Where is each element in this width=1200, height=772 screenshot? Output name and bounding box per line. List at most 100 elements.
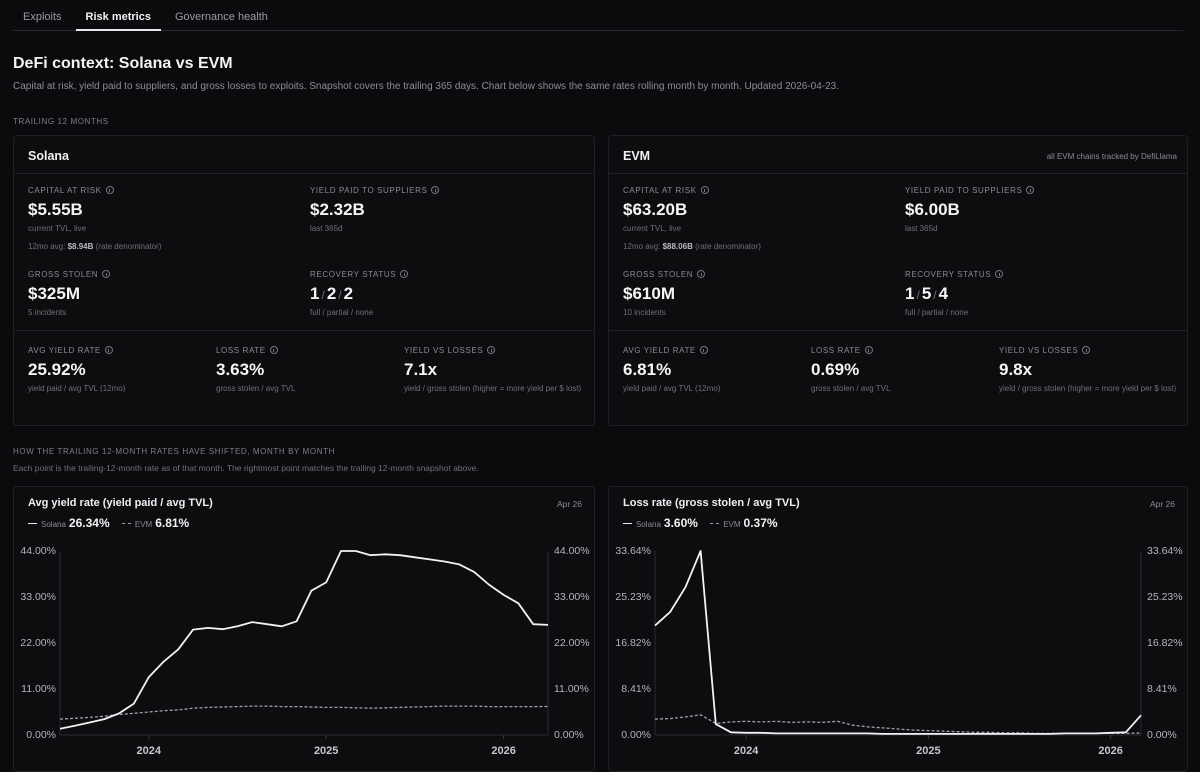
x-tick-label: 2025 <box>314 745 338 757</box>
metric-label: YIELD VS LOSSES <box>404 346 584 355</box>
chart-legend: Solana 3.60% EVM 0.37% <box>623 516 788 530</box>
metric-sub: full / partial / none <box>905 308 969 317</box>
panel-header: EVM all EVM chains tracked by DefiLlama <box>609 136 1187 174</box>
legend-evm[interactable]: EVM 6.81% <box>121 516 189 530</box>
loss-rate-chart: Loss rate (gross stolen / avg TVL) Apr 2… <box>608 486 1188 772</box>
metric-value: 3.63% <box>216 360 265 379</box>
info-icon[interactable] <box>864 346 873 354</box>
info-icon[interactable] <box>400 270 409 278</box>
y-tick-label-left: 33.64% <box>615 545 651 557</box>
y-tick-label-right: 16.82% <box>1147 637 1183 649</box>
y-tick-label-right: 33.00% <box>554 591 590 603</box>
metric-label: AVG YIELD RATE <box>623 346 793 355</box>
legend-evm[interactable]: EVM 0.37% <box>710 516 778 530</box>
metric-sub: yield / gross stolen (higher = more yiel… <box>999 384 1177 393</box>
chart-date: Apr 26 <box>1149 499 1175 509</box>
metric-value: 6.81% <box>623 360 672 379</box>
y-tick-label-right: 8.41% <box>1147 683 1177 695</box>
y-tick-label-left: 11.00% <box>21 683 56 695</box>
metric-label: YIELD PAID TO SUPPLIERS <box>905 186 1035 195</box>
yield-vs-losses-metric: YIELD VS LOSSES 7.1x yield / gross stole… <box>404 346 584 394</box>
legend-solana[interactable]: Solana 26.34% <box>28 516 110 530</box>
metric-label: RECOVERY STATUS <box>905 270 1004 279</box>
info-icon[interactable] <box>995 270 1004 278</box>
info-icon[interactable] <box>487 346 496 354</box>
y-tick-label-left: 33.00% <box>20 591 56 603</box>
info-icon[interactable] <box>697 270 706 278</box>
tvl-average-note: 12mo avg: $8.94B (rate denominator) <box>28 242 162 251</box>
metric-label: CAPITAL AT RISK <box>623 186 761 195</box>
metric-sub: current TVL, live <box>28 224 87 233</box>
metric-label: AVG YIELD RATE <box>28 346 198 355</box>
metric-label: GROSS STOLEN <box>623 270 706 279</box>
chart-title: Loss rate (gross stolen / avg TVL) <box>623 497 800 509</box>
yield-paid-metric: YIELD PAID TO SUPPLIERS $6.00B last 365d <box>905 186 1035 234</box>
metric-sub: yield paid / avg TVL (12mo) <box>28 384 126 393</box>
chart-plot: 0.00% 0.00% 8.41% 8.41% 16.82% 16.82% 25.23% 25… <box>615 545 1183 757</box>
metric-label: LOSS RATE <box>811 346 981 355</box>
series-line-solana[interactable] <box>59 550 549 730</box>
tab-bar: Exploits Risk metrics Governance health <box>13 0 1183 31</box>
legend-solana[interactable]: Solana 3.60% <box>623 516 698 530</box>
metric-value: $325M <box>28 284 80 303</box>
metric-value: 0.69% <box>811 360 860 379</box>
trend-section-note: Each point is the trailing-12-month rate… <box>13 463 479 473</box>
metric-label: RECOVERY STATUS <box>310 270 409 279</box>
metric-label: YIELD PAID TO SUPPLIERS <box>310 186 440 195</box>
metric-sub: gross stolen / avg TVL <box>216 384 296 393</box>
info-icon[interactable] <box>102 270 111 278</box>
tab-exploits[interactable]: Exploits <box>23 11 62 23</box>
capital-at-risk-metric: CAPITAL AT RISK $63.20B current TVL, liv… <box>623 186 761 251</box>
tab-risk-metrics[interactable]: Risk metrics <box>75 0 161 31</box>
info-icon[interactable] <box>431 186 440 194</box>
info-icon[interactable] <box>1082 346 1091 354</box>
metric-sub: yield / gross stolen (higher = more yiel… <box>404 384 582 393</box>
avg-yield-rate-metric: AVG YIELD RATE 6.81% yield paid / avg TV… <box>623 346 793 394</box>
yield-rate-chart: Avg yield rate (yield paid / avg TVL) Ap… <box>13 486 595 772</box>
page-subtitle: Capital at risk, yield paid to suppliers… <box>13 81 839 92</box>
tab-governance-health[interactable]: Governance health <box>174 11 268 23</box>
metric-sub: yield paid / avg TVL (12mo) <box>623 384 721 393</box>
x-tick-label: 2026 <box>491 745 515 757</box>
panel-name: Solana <box>28 149 69 163</box>
chart-legend: Solana 26.34% EVM 6.81% <box>28 516 199 530</box>
series-line-evm[interactable] <box>59 705 549 720</box>
metric-label: YIELD VS LOSSES <box>999 346 1179 355</box>
y-tick-label-right: 22.00% <box>554 637 590 649</box>
solana-panel: Solana CAPITAL AT RISK $5.55B current TV… <box>13 135 595 426</box>
metric-value: $5.55B <box>28 200 83 219</box>
metric-value: 9.8x <box>999 360 1033 379</box>
x-tick-label: 2025 <box>916 745 940 757</box>
snapshot-section-label: TRAILING 12 MONTHS <box>13 117 109 126</box>
metric-value: $2.32B <box>310 200 365 219</box>
y-tick-label-left: 8.41% <box>621 683 651 695</box>
info-icon[interactable] <box>700 186 709 194</box>
info-icon[interactable] <box>269 346 278 354</box>
yield-paid-metric: YIELD PAID TO SUPPLIERS $2.32B last 365d <box>310 186 440 234</box>
info-icon[interactable] <box>105 186 114 194</box>
y-tick-label-left: 0.00% <box>26 729 56 741</box>
series-line-solana[interactable] <box>654 550 1142 735</box>
info-icon[interactable] <box>104 346 113 354</box>
page-title: DeFi context: Solana vs EVM <box>13 55 233 72</box>
y-tick-label-right: 0.00% <box>1147 729 1177 741</box>
gross-stolen-metric: GROSS STOLEN $610M 10 incidents <box>623 270 706 318</box>
recovery-status-metric: RECOVERY STATUS 1/5/4 full / partial / n… <box>905 270 1004 318</box>
x-tick-label: 2024 <box>136 745 161 757</box>
y-tick-label-left: 25.23% <box>615 591 651 603</box>
metric-value: 1/5/4 <box>905 284 949 303</box>
y-tick-label-right: 11.00% <box>554 683 589 695</box>
divider <box>14 330 594 331</box>
x-tick-label: 2026 <box>1098 745 1122 757</box>
y-tick-label-right: 44.00% <box>554 545 590 557</box>
y-tick-label-left: 16.82% <box>615 637 651 649</box>
info-icon[interactable] <box>1026 186 1035 194</box>
recovery-status-metric: RECOVERY STATUS 1/2/2 full / partial / n… <box>310 270 409 318</box>
series-line-evm[interactable] <box>654 714 1142 735</box>
divider <box>609 330 1187 331</box>
metric-value: $63.20B <box>623 200 688 219</box>
metric-value: $610M <box>623 284 675 303</box>
info-icon[interactable] <box>699 346 708 354</box>
y-tick-label-left: 44.00% <box>20 545 56 557</box>
y-tick-label-right: 33.64% <box>1147 545 1183 557</box>
